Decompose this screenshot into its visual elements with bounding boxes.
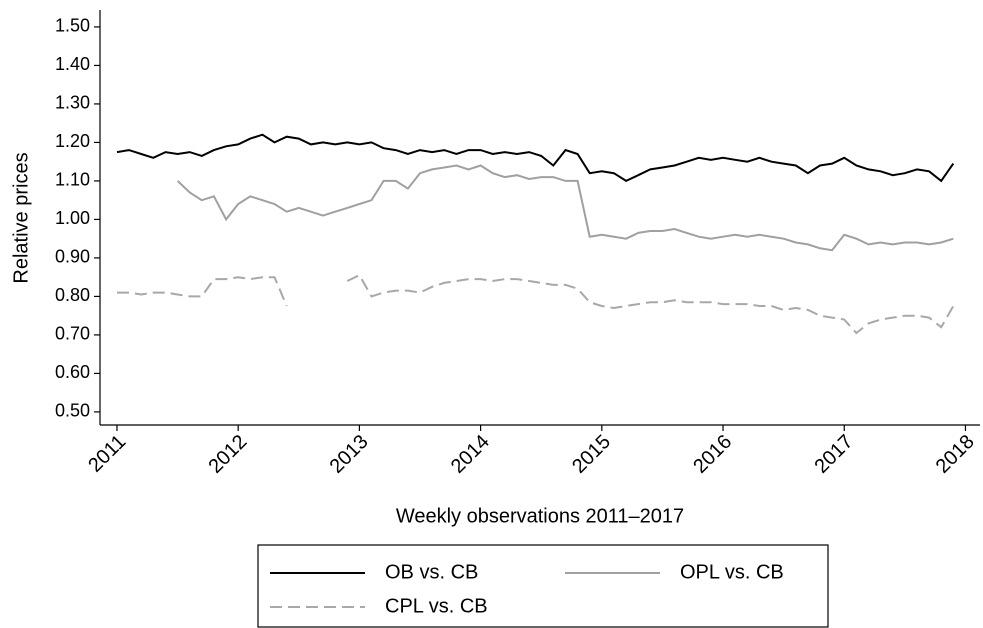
x-tick-label: 2017 — [810, 431, 857, 478]
x-tick-label: 2018 — [932, 431, 979, 478]
y-tick-label: 0.50 — [55, 401, 90, 421]
y-tick-label: 1.20 — [55, 131, 90, 151]
legend-label: OPL vs. CB — [680, 561, 784, 583]
legend-box — [257, 544, 829, 628]
y-tick-label: 1.10 — [55, 170, 90, 190]
y-tick-label: 0.90 — [55, 247, 90, 267]
series-line — [116, 133, 955, 183]
legend-label: OB vs. CB — [385, 561, 478, 583]
x-tick-label: 2013 — [326, 431, 373, 478]
y-tick-label: 1.00 — [55, 208, 90, 228]
y-axis-title: Relative prices — [10, 152, 32, 283]
legend-label: CPL vs. CB — [385, 595, 488, 617]
series-line — [117, 273, 955, 335]
x-tick-label: 2014 — [447, 431, 494, 478]
x-axis-title: Weekly observations 2011–2017 — [396, 505, 684, 527]
y-tick-label: 1.40 — [55, 54, 90, 74]
y-tick-label: 1.30 — [55, 93, 90, 113]
x-tick-label: 2012 — [204, 431, 251, 478]
y-tick-label: 0.70 — [55, 324, 90, 344]
y-tick-label: 1.50 — [55, 16, 90, 36]
y-tick-label: 0.80 — [55, 285, 90, 305]
x-tick-label: 2011 — [84, 431, 130, 477]
x-tick-label: 2016 — [689, 431, 736, 478]
x-tick-label: 2015 — [568, 431, 615, 478]
y-tick-label: 0.60 — [55, 362, 90, 382]
series-line — [176, 164, 954, 252]
